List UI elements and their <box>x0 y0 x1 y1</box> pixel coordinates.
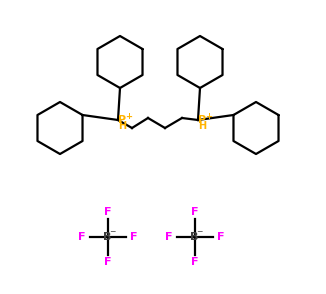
Text: +: + <box>125 111 132 121</box>
Text: −: − <box>109 228 115 236</box>
Text: +: + <box>205 111 212 121</box>
Text: F: F <box>104 257 112 267</box>
Text: F: F <box>78 232 86 242</box>
Text: H: H <box>118 121 126 131</box>
Text: F: F <box>191 257 199 267</box>
Text: F: F <box>165 232 173 242</box>
Text: F: F <box>130 232 138 242</box>
Text: B: B <box>103 232 111 242</box>
Text: B: B <box>190 232 198 242</box>
Text: P: P <box>198 115 206 125</box>
Text: H: H <box>198 121 206 131</box>
Text: −: − <box>196 228 202 236</box>
Text: F: F <box>217 232 225 242</box>
Text: F: F <box>191 207 199 217</box>
Text: P: P <box>118 115 126 125</box>
Text: F: F <box>104 207 112 217</box>
